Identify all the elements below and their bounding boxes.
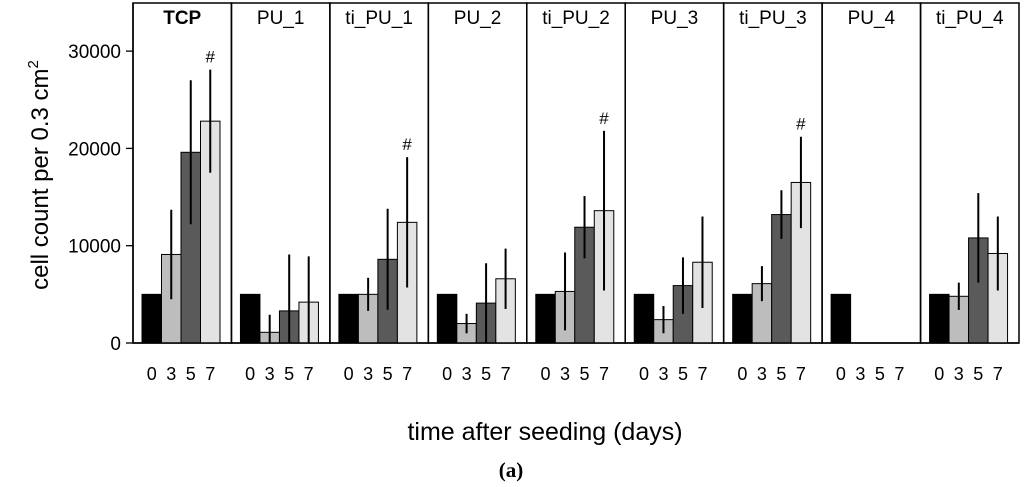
y-tick-label: 0 bbox=[110, 334, 121, 355]
y-axis: 0 10000 20000 30000 bbox=[68, 3, 134, 355]
panel-title: PU_2 bbox=[454, 8, 502, 29]
panel-title: ti_PU_4 bbox=[936, 8, 1004, 29]
x-tick-label: 7 bbox=[599, 364, 609, 384]
x-tick-label: 0 bbox=[442, 364, 452, 384]
significance-marker: # bbox=[796, 115, 806, 134]
bar-day-0 bbox=[929, 293, 950, 344]
y-tick-label: 20000 bbox=[68, 139, 121, 160]
panel-title: PU_1 bbox=[257, 8, 305, 29]
x-tick-label: 0 bbox=[245, 364, 255, 384]
panel-pu-1: PU_1 0 3 5 7 bbox=[230, 2, 331, 384]
x-tick-label: 3 bbox=[560, 364, 570, 384]
x-tick-label: 5 bbox=[284, 364, 294, 384]
bar-day-0 bbox=[732, 293, 753, 344]
bar-day-0 bbox=[239, 293, 261, 344]
panel-ti-pu-3: ti_PU_3 0 3 5 #7 bbox=[722, 2, 823, 384]
panel-tcp: TCP 0 3 5 #7 bbox=[132, 2, 233, 384]
x-tick-label: 3 bbox=[166, 364, 176, 384]
x-tick-label: 5 bbox=[580, 364, 590, 384]
x-tick-label: 5 bbox=[678, 364, 688, 384]
x-tick-label: 3 bbox=[265, 364, 275, 384]
panel-title: TCP bbox=[163, 8, 201, 29]
x-tick-label: 0 bbox=[639, 364, 649, 384]
panel-ti-pu-4: ti_PU_4 0 3 5 7 bbox=[919, 2, 1020, 384]
panel-ti-pu-1: ti_PU_1 0 3 5 #7 bbox=[329, 2, 430, 384]
x-tick-label: 5 bbox=[186, 364, 196, 384]
x-tick-label: 7 bbox=[796, 364, 806, 384]
y-axis-label-main: cell count per 0.3 cm bbox=[27, 68, 54, 289]
y-tick-label: 30000 bbox=[68, 42, 121, 63]
bar-day-0 bbox=[830, 293, 852, 344]
x-tick-label: 3 bbox=[658, 364, 668, 384]
panel-ti-pu-2: ti_PU_2 0 3 5 #7 bbox=[526, 2, 626, 384]
bar-day-0 bbox=[535, 293, 556, 344]
x-tick-label: 7 bbox=[205, 364, 215, 384]
x-tick-label: 0 bbox=[147, 364, 157, 384]
x-tick-label: 7 bbox=[894, 364, 904, 384]
y-axis-label: cell count per 0.3 cm2 bbox=[25, 60, 54, 290]
panel-title: ti_PU_3 bbox=[739, 8, 807, 29]
figure-caption: (a) bbox=[499, 458, 524, 482]
significance-marker: # bbox=[599, 109, 609, 128]
x-tick-label: 5 bbox=[481, 364, 491, 384]
panel-pu-4: PU_4 0 3 5 7 bbox=[821, 2, 922, 384]
panel-title: ti_PU_1 bbox=[345, 8, 413, 29]
panel-pu-2: PU_2 0 3 5 7 bbox=[427, 2, 528, 384]
x-tick-label: 5 bbox=[973, 364, 983, 384]
bar-day-0 bbox=[141, 293, 162, 344]
panel-title: PU_4 bbox=[848, 8, 896, 29]
x-tick-label: 7 bbox=[402, 364, 412, 384]
significance-marker: # bbox=[206, 48, 216, 67]
x-tick-label: 3 bbox=[462, 364, 472, 384]
x-tick-label: 0 bbox=[344, 364, 354, 384]
bar-day-0 bbox=[633, 293, 655, 344]
x-tick-label: 0 bbox=[541, 364, 551, 384]
x-tick-label: 5 bbox=[383, 364, 393, 384]
x-tick-label: 7 bbox=[993, 364, 1003, 384]
x-tick-label: 0 bbox=[934, 364, 944, 384]
bar-day-0 bbox=[338, 293, 359, 344]
x-tick-label: 0 bbox=[836, 364, 846, 384]
panel-pu-3: PU_3 0 3 5 7 bbox=[624, 2, 725, 384]
x-tick-label: 3 bbox=[363, 364, 373, 384]
x-tick-label: 3 bbox=[855, 364, 865, 384]
x-tick-label: 5 bbox=[776, 364, 786, 384]
x-tick-label: 7 bbox=[304, 364, 314, 384]
panel-frame bbox=[821, 2, 922, 344]
y-axis-label-superscript: 2 bbox=[25, 60, 42, 68]
panel-title: ti_PU_2 bbox=[542, 8, 610, 29]
x-tick-label: 3 bbox=[954, 364, 964, 384]
x-tick-label: 7 bbox=[501, 364, 511, 384]
x-tick-label: 0 bbox=[737, 364, 747, 384]
panel-title: PU_3 bbox=[651, 8, 699, 29]
x-axis-label: time after seeding (days) bbox=[407, 418, 682, 446]
significance-marker: # bbox=[402, 135, 412, 154]
x-tick-label: 3 bbox=[757, 364, 767, 384]
bar-day-0 bbox=[436, 293, 458, 344]
panel-frame bbox=[230, 2, 331, 344]
x-tick-label: 7 bbox=[697, 364, 707, 384]
x-tick-label: 5 bbox=[875, 364, 885, 384]
y-tick-label: 10000 bbox=[68, 237, 121, 258]
